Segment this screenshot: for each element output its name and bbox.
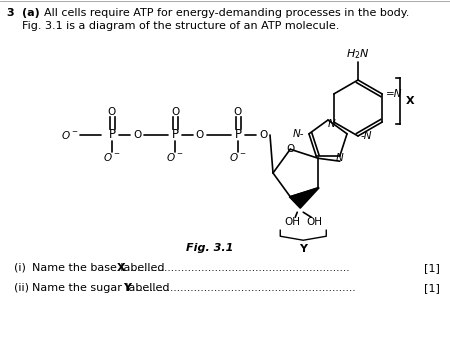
Text: O: O bbox=[171, 107, 179, 117]
Text: Fig. 3.1: Fig. 3.1 bbox=[186, 243, 234, 253]
Text: .................................................................: ........................................… bbox=[133, 283, 356, 293]
Text: -N: -N bbox=[361, 131, 373, 141]
Text: .................................................................: ........................................… bbox=[127, 263, 350, 273]
Text: Y: Y bbox=[299, 244, 307, 254]
Text: O: O bbox=[259, 130, 267, 140]
Text: P: P bbox=[108, 128, 116, 142]
Text: [1]: [1] bbox=[424, 263, 440, 273]
Text: $O^-$: $O^-$ bbox=[166, 151, 184, 163]
Text: X: X bbox=[117, 263, 126, 273]
Text: O: O bbox=[108, 107, 116, 117]
Text: (ii): (ii) bbox=[14, 283, 29, 293]
Text: (i): (i) bbox=[14, 263, 26, 273]
Text: [1]: [1] bbox=[424, 283, 440, 293]
Text: O: O bbox=[286, 144, 294, 154]
Text: X: X bbox=[406, 96, 415, 106]
Text: N-: N- bbox=[292, 129, 304, 139]
Text: P: P bbox=[171, 128, 179, 142]
Text: OH: OH bbox=[306, 217, 322, 227]
Text: $H_2N$: $H_2N$ bbox=[346, 47, 370, 61]
Text: N: N bbox=[336, 153, 344, 163]
Text: N: N bbox=[328, 119, 336, 129]
Text: All cells require ATP for energy-demanding processes in the body.: All cells require ATP for energy-demandi… bbox=[44, 8, 410, 18]
Text: 3: 3 bbox=[6, 8, 14, 18]
Text: $O^-$: $O^-$ bbox=[103, 151, 121, 163]
Text: O: O bbox=[234, 107, 242, 117]
Text: Y: Y bbox=[123, 283, 131, 293]
Text: OH: OH bbox=[284, 217, 300, 227]
Text: (a): (a) bbox=[22, 8, 40, 18]
Text: $O^-$: $O^-$ bbox=[61, 129, 79, 141]
Text: Name the base labelled: Name the base labelled bbox=[32, 263, 168, 273]
Text: $O^-$: $O^-$ bbox=[229, 151, 247, 163]
Text: P: P bbox=[234, 128, 242, 142]
Text: =N: =N bbox=[386, 89, 403, 99]
Text: Fig. 3.1 is a diagram of the structure of an ATP molecule.: Fig. 3.1 is a diagram of the structure o… bbox=[22, 21, 339, 31]
Text: O: O bbox=[196, 130, 204, 140]
Text: Name the sugar labelled: Name the sugar labelled bbox=[32, 283, 173, 293]
Text: O: O bbox=[133, 130, 141, 140]
Polygon shape bbox=[289, 188, 319, 208]
